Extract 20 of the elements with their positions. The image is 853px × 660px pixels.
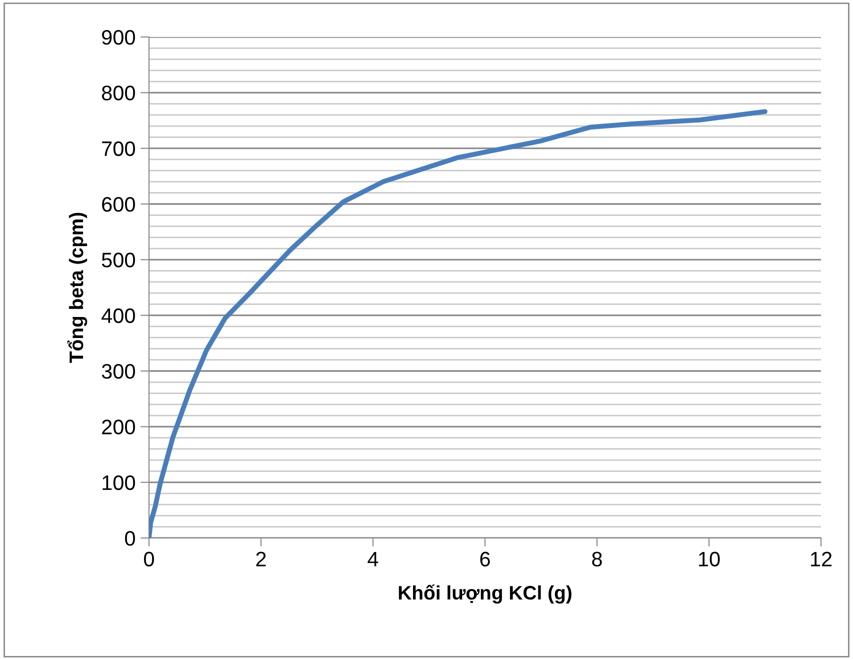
x-tick-label: 4: [368, 552, 378, 566]
x-tick-label: 8: [592, 552, 602, 566]
y-axis-title: Tổng beta (cpm): [67, 212, 88, 363]
y-tick-label: 500: [102, 252, 135, 268]
x-tick-label: 6: [480, 552, 490, 566]
x-axis-title: Khối lượng KCl (g): [398, 584, 572, 604]
x-tick-label: 10: [699, 552, 720, 566]
y-tick-label: 400: [102, 308, 135, 324]
y-tick-label: 800: [102, 86, 135, 100]
y-tick-label: 600: [102, 197, 135, 212]
y-tick-label: 200: [102, 420, 135, 434]
y-tick-label: 0: [125, 531, 135, 546]
x-tick-label: 0: [144, 552, 154, 566]
y-tick-label: 700: [102, 141, 135, 156]
line-series: [149, 109, 768, 538]
y-tick-label: 900: [102, 30, 135, 45]
y-tick-label: 300: [102, 364, 135, 379]
y-tick-label: 100: [102, 475, 135, 490]
x-tick-label: 2: [256, 552, 266, 566]
x-tick-label: 12: [811, 552, 832, 566]
